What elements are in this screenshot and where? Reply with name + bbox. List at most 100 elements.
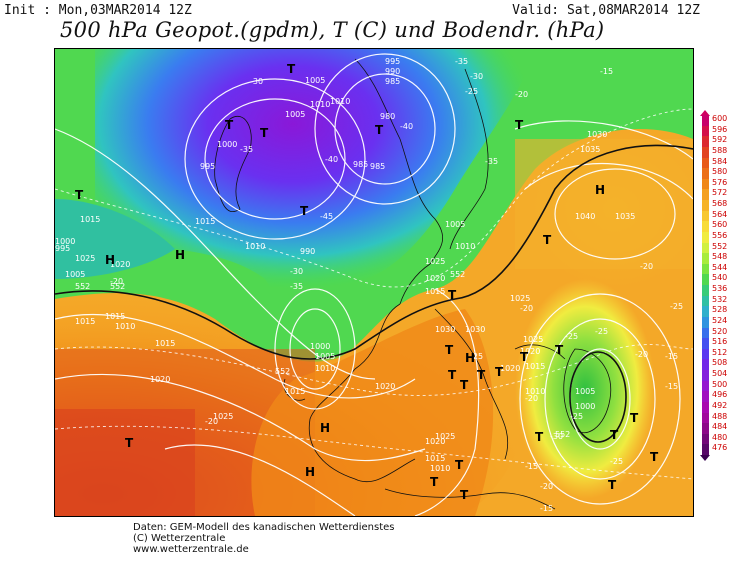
isobar-value: 1015 <box>425 454 445 463</box>
geopotential-value: 552 <box>110 282 125 291</box>
isobar-value: 1000 <box>575 402 595 411</box>
temperature-value: -25 <box>565 332 578 341</box>
legend-value: 552 <box>712 241 728 251</box>
pressure-center-symbol: H <box>595 183 605 197</box>
pressure-center-symbol: T <box>125 436 134 450</box>
init-time: Init : Mon,03MAR2014 12Z <box>4 3 192 18</box>
isobar-value: 1010 <box>525 387 545 396</box>
temperature-value: -25 <box>465 87 478 96</box>
legend-swatch <box>702 412 709 424</box>
geopotential-labels: 552 552 552 552 552 <box>75 270 570 439</box>
legend-value: 504 <box>712 369 728 378</box>
legend-value: 584 <box>712 156 728 166</box>
isobar-value: 995 <box>55 244 70 253</box>
legend-swatch <box>702 295 709 307</box>
legend-value: 580 <box>712 167 728 177</box>
pressure-center-symbol: H <box>465 351 475 365</box>
isobar-value: 1020 <box>425 274 445 283</box>
isobar-value: 1020 <box>375 382 395 391</box>
isobar-value: 985 <box>385 77 400 86</box>
isobar-value: 980 <box>380 112 395 121</box>
temperature-value: -35 <box>240 145 253 154</box>
pressure-center-symbol: T <box>650 450 659 464</box>
legend-swatch <box>702 285 709 296</box>
legend-value: 524 <box>712 315 728 325</box>
legend-value: 520 <box>712 326 728 336</box>
footer-copyright: (C) Wetterzentrale <box>133 533 226 544</box>
isobar-value: 1025 <box>510 294 530 303</box>
footer-data-source: Daten: GEM-Modell des kanadischen Wetter… <box>133 522 395 533</box>
legend-entry: 580 <box>700 167 732 179</box>
isobar-value: 1010 <box>330 97 350 106</box>
legend-entry: 544 <box>700 262 732 275</box>
legend-swatch <box>702 444 709 455</box>
legend-entry: 488 <box>700 411 732 424</box>
isobar-value: 990 <box>385 67 400 76</box>
isobar-value: 1010 <box>430 464 450 473</box>
geopotential-value: 552 <box>275 367 290 376</box>
isobar-value: 1005 <box>575 387 595 396</box>
legend-swatch <box>702 253 709 264</box>
isobar-value: 1030 <box>435 325 455 334</box>
legend-value: 536 <box>712 284 728 293</box>
pressure-center-symbol: T <box>448 288 457 302</box>
legend-entry: 548 <box>700 252 732 264</box>
legend-entry: 480 <box>700 433 732 445</box>
legend-swatch <box>702 189 709 200</box>
legend-value: 544 <box>712 262 728 272</box>
legend-value: 492 <box>712 400 728 410</box>
legend-swatch <box>702 115 709 126</box>
legend-entry: 484 <box>700 422 732 434</box>
temperature-value: -20 <box>205 417 218 426</box>
legend-value: 488 <box>712 411 728 421</box>
valid-time: Valid: Sat,08MAR2014 12Z <box>512 3 700 18</box>
temperature-value: -35 <box>485 157 498 166</box>
pressure-center-symbol: T <box>455 458 464 472</box>
legend-swatch <box>702 423 709 434</box>
footer-website: www.wetterzentrale.de <box>133 544 249 555</box>
isobar-value: 995 <box>200 162 215 171</box>
temperature-value: -40 <box>400 122 413 131</box>
isobar-value: 1025 <box>435 432 455 441</box>
temperature-value: -25 <box>670 302 683 311</box>
temperature-value: -40 <box>325 155 338 164</box>
legend-value: 600 <box>712 114 728 123</box>
isobar-value: 1005 <box>315 352 335 361</box>
isobar-value: 1025 <box>425 257 445 266</box>
temperature-value: -15 <box>540 504 553 513</box>
legend-value: 496 <box>712 390 728 400</box>
legend-swatch <box>702 125 709 137</box>
legend-entry: 516 <box>700 337 732 349</box>
pressure-center-symbol: T <box>300 204 309 218</box>
legend-entry: 560 <box>700 220 732 232</box>
legend-entry: 588 <box>700 146 732 158</box>
legend-value: 528 <box>712 305 728 315</box>
legend-value: 556 <box>712 230 728 240</box>
isobar-value: 1005 <box>65 270 85 279</box>
legend-entry: 492 <box>700 400 732 413</box>
pressure-center-symbol: H <box>320 421 330 435</box>
pressure-center-symbol: T <box>630 411 639 425</box>
legend-value: 572 <box>712 188 728 198</box>
legend-swatch <box>702 242 709 254</box>
legend-value: 596 <box>712 124 728 134</box>
isobar-value: 1010 <box>115 322 135 331</box>
isobar-value: 1015 <box>75 317 95 326</box>
color-legend: 600 596 592 588 584 580 576 572 568 564 560 556 552 5… <box>700 114 732 455</box>
temperature-value: -20 <box>635 350 648 359</box>
isobar-value: 1005 <box>285 110 305 119</box>
pressure-center-symbol: T <box>610 428 619 442</box>
geopotential-value: 552 <box>75 282 90 291</box>
temperature-value: -30 <box>470 72 483 81</box>
legend-value: 476 <box>712 443 728 453</box>
legend-entry: 520 <box>700 326 732 339</box>
temperature-value: -30 <box>290 267 303 276</box>
isobar-value: 1020 <box>425 437 445 446</box>
isobar-value: 1015 <box>80 215 100 224</box>
legend-value: 548 <box>712 252 728 262</box>
isobar-value: 1025 <box>213 412 233 421</box>
pressure-center-symbol: T <box>430 475 439 489</box>
legend-swatch <box>702 380 709 392</box>
legend-swatch <box>702 136 709 147</box>
